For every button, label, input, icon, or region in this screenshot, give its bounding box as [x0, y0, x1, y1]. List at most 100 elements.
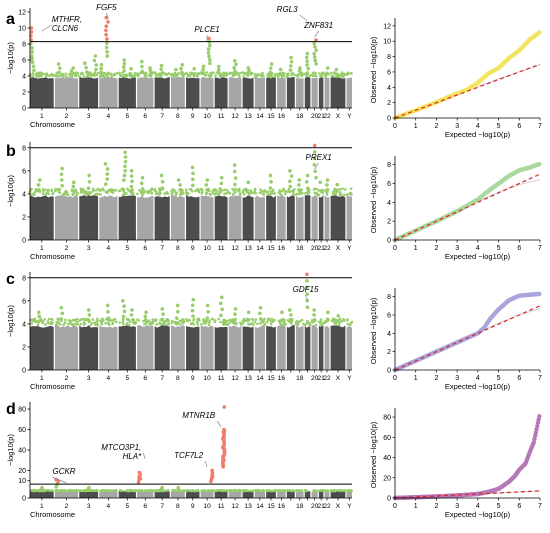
- snp-point: [186, 488, 189, 492]
- snp-point: [87, 74, 90, 77]
- x-tick-label: 14: [256, 375, 264, 382]
- snp-point: [284, 322, 287, 326]
- snp-peak-point: [206, 47, 211, 51]
- snp-point: [221, 189, 224, 192]
- x-tick-label: Y: [347, 503, 352, 510]
- snp-point: [64, 318, 67, 322]
- chromosome-band-12: [228, 491, 242, 498]
- snp-point: [271, 188, 275, 191]
- snp-point: [249, 190, 253, 193]
- snp-peak-point: [232, 169, 237, 174]
- snp-point: [251, 489, 255, 493]
- chromosome-band-2: [54, 491, 79, 498]
- snp-point: [181, 191, 185, 195]
- x-tick-label: 15: [267, 503, 275, 510]
- snp-peak-point: [103, 162, 108, 166]
- snp-peak-point: [122, 309, 127, 314]
- x-tick-label: 5: [125, 113, 129, 120]
- snp-peak-point: [289, 64, 293, 68]
- snp-point: [110, 190, 113, 194]
- snp-point: [214, 74, 217, 77]
- snp-peak-point: [180, 63, 185, 67]
- snp-point: [96, 320, 99, 323]
- x-tick-label: 18: [296, 503, 304, 510]
- x-axis-label: Chromosome: [30, 382, 75, 391]
- chromosome-band-8: [170, 491, 185, 498]
- snp-point: [165, 317, 169, 321]
- chromosome-band-4: [99, 491, 118, 498]
- qq-panel-c: 0 1 2 3 4 5 6 7 0 2 4 6 8 Expected −log10(p) Observed …: [369, 288, 542, 391]
- snp-peak-point: [105, 167, 110, 171]
- snp-point: [338, 317, 342, 321]
- snp-peak-point: [208, 43, 212, 48]
- qq-y-axis-label: Observed −log10(p): [369, 297, 378, 364]
- snp-peak-point: [87, 180, 92, 184]
- y-tick-label: 2: [22, 344, 26, 351]
- panel-letter-a: a: [6, 11, 15, 28]
- snp-peak-point: [191, 72, 195, 76]
- snp-point: [139, 191, 143, 194]
- chromosome-band-Y: [346, 326, 352, 370]
- snp-peak-point: [208, 61, 212, 66]
- snp-point: [67, 322, 70, 326]
- x-tick-label: 13: [244, 375, 252, 382]
- snp-point: [96, 322, 99, 326]
- chromosome-band-Y: [346, 77, 352, 108]
- qq-observed-points: [392, 414, 542, 501]
- snp-point: [253, 75, 257, 79]
- snp-point: [192, 318, 196, 321]
- snp-peak-point: [268, 173, 273, 178]
- snp-point: [47, 317, 51, 321]
- snp-peak-point: [160, 307, 165, 311]
- snp-point: [80, 71, 84, 75]
- snp-point: [349, 489, 353, 492]
- snp-point: [323, 189, 327, 192]
- snp-peak-point: [56, 62, 61, 66]
- snp-peak-point: [314, 175, 318, 180]
- snp-point: [79, 322, 83, 326]
- snp-point: [319, 320, 323, 323]
- y-tick-label: 2: [22, 214, 26, 221]
- qq-x-tick-label: 3: [455, 123, 459, 130]
- snp-point: [151, 320, 155, 323]
- snp-point: [234, 489, 238, 493]
- snp-point: [290, 189, 294, 193]
- qq-y-tick-label: 4: [387, 200, 391, 207]
- snp-point: [340, 319, 344, 323]
- snp-point: [305, 322, 309, 325]
- chromosome-band-9: [186, 491, 200, 498]
- qq-x-tick-label: 4: [476, 375, 480, 382]
- snp-point: [68, 488, 72, 492]
- snp-point: [33, 317, 36, 321]
- snp-point: [348, 323, 352, 326]
- snp-point: [135, 72, 139, 75]
- snp-point: [142, 319, 145, 323]
- snp-peak-point: [206, 310, 210, 314]
- snp-peak-point: [278, 72, 283, 77]
- snp-peak-point: [129, 174, 134, 178]
- snp-point: [83, 189, 86, 193]
- snp-peak-point: [220, 295, 224, 300]
- snp-peak-point: [105, 177, 110, 181]
- chromosome-band-X: [330, 491, 346, 498]
- snp-point: [268, 489, 271, 493]
- snp-peak-point: [122, 304, 126, 308]
- x-tick-label: 12: [231, 113, 239, 120]
- snp-point: [165, 73, 168, 76]
- snp-peak-point: [105, 303, 110, 308]
- qq-x-tick-label: 1: [414, 123, 418, 130]
- snp-peak-point: [129, 313, 134, 317]
- qq-x-tick-label: 1: [414, 245, 418, 252]
- x-tick-label: 16: [278, 113, 286, 120]
- gene-annotations: MTHFR,CLCN6 FGF5 PLCE1 RGL3 ZNF831: [41, 3, 333, 41]
- snp-peak-point: [312, 41, 317, 46]
- y-tick-label: 10: [18, 26, 26, 33]
- snp-point: [81, 191, 84, 194]
- snp-point: [253, 489, 257, 492]
- snp-peak-point: [29, 26, 34, 30]
- qq-expected-line: [394, 63, 541, 119]
- snp-point: [305, 73, 309, 77]
- snp-point: [186, 191, 189, 195]
- snp-point: [223, 318, 227, 322]
